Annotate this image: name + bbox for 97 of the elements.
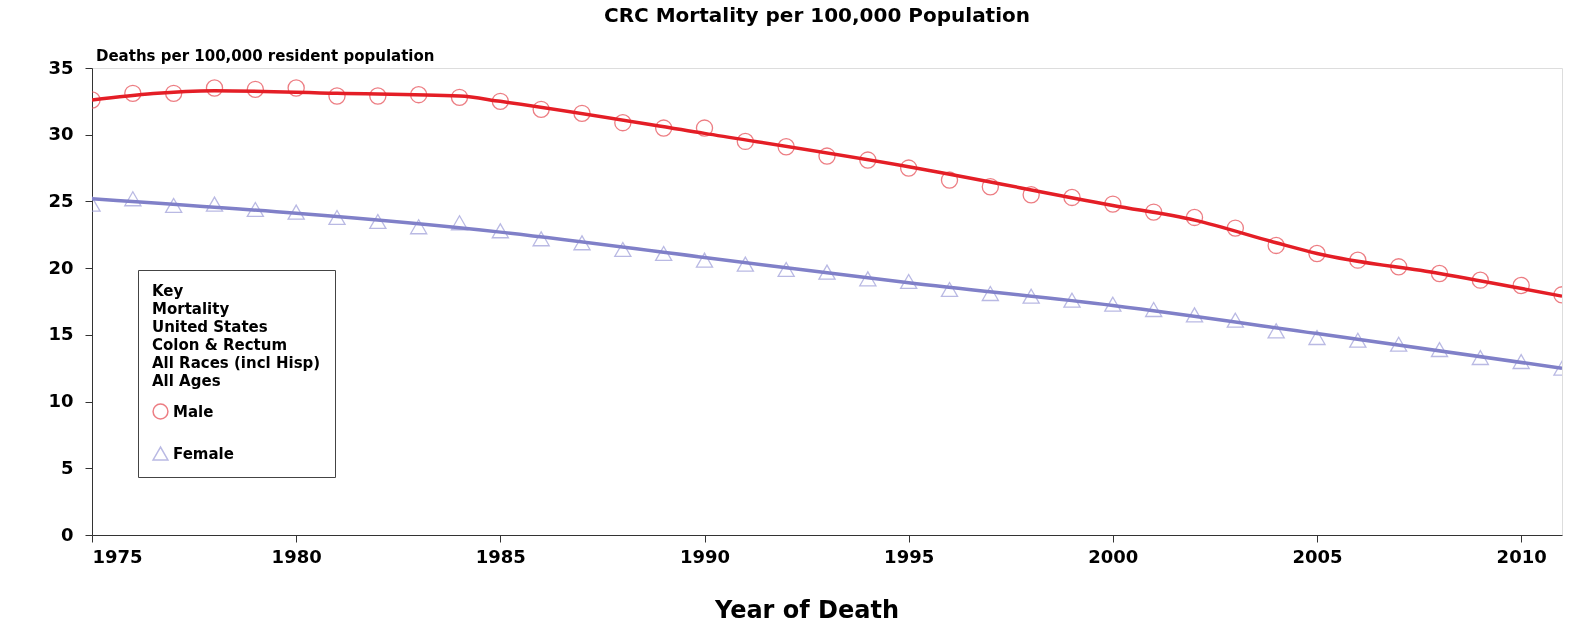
point: [491, 92, 510, 111]
x-tick-label: 1985: [475, 545, 526, 567]
point: [573, 104, 591, 123]
point: [287, 79, 305, 97]
point: [450, 88, 469, 107]
y-tick-label: 30: [48, 123, 74, 145]
point: [1185, 208, 1204, 227]
point: [124, 191, 142, 207]
x-tick-label: 2010: [1496, 545, 1547, 567]
point: [1430, 341, 1449, 358]
point: [573, 235, 591, 251]
point: [1471, 271, 1490, 289]
point: [1022, 186, 1040, 204]
y-tick-label: 0: [60, 523, 74, 545]
point: [532, 231, 550, 247]
legend-label: Female: [173, 444, 234, 463]
point: [1349, 251, 1367, 269]
y-tick-label: 25: [48, 189, 74, 211]
point: [205, 79, 224, 97]
point: [1267, 323, 1285, 339]
point: [777, 261, 795, 278]
x-tick-label: 1980: [271, 545, 322, 567]
point: [164, 84, 183, 103]
y-axis-title: Deaths per 100,000 resident population: [96, 47, 435, 65]
point: [328, 209, 346, 226]
point: [695, 119, 714, 137]
annotation: United States: [152, 318, 268, 336]
point: [614, 114, 632, 132]
point: [859, 151, 877, 169]
point: [654, 119, 673, 137]
annotation: All Ages: [152, 372, 221, 390]
point: [369, 87, 387, 105]
point: [1104, 195, 1122, 213]
point: [899, 273, 918, 290]
point: [287, 204, 305, 220]
point: [124, 84, 142, 103]
point: [246, 80, 265, 99]
point: [1063, 188, 1081, 207]
legend-title: Key: [152, 282, 184, 300]
point: [369, 213, 387, 230]
point: [1185, 307, 1204, 323]
point: [1308, 244, 1326, 263]
annotation: Mortality: [152, 300, 230, 318]
annotation: Colon & Rectum: [152, 336, 288, 354]
point: [940, 171, 959, 189]
point: [1144, 203, 1163, 221]
y-tick-label: 35: [48, 56, 74, 78]
y-tick-label: 5: [60, 456, 74, 478]
point: [246, 201, 265, 218]
point: [777, 138, 795, 156]
point: [695, 252, 714, 268]
point: [1471, 349, 1490, 366]
point: [205, 196, 224, 212]
point: [491, 223, 510, 239]
x-tick-label: 2005: [1292, 545, 1343, 567]
x-tick-label: 1975: [92, 545, 143, 567]
point: [1022, 288, 1040, 304]
point: [1389, 258, 1408, 276]
point: [1430, 264, 1449, 283]
point: [1226, 219, 1245, 237]
x-tick-label: 1990: [679, 545, 731, 567]
point: [1226, 312, 1245, 328]
point: [532, 100, 550, 119]
point: [818, 147, 836, 165]
point: [1308, 329, 1326, 346]
point: [736, 256, 755, 272]
point: [981, 178, 1000, 196]
x-tick-label: 1995: [884, 545, 935, 567]
point: [1389, 336, 1408, 352]
point: [736, 132, 755, 151]
y-tick-label: 15: [48, 323, 74, 345]
point: [940, 281, 959, 298]
y-tick-label: 10: [48, 390, 74, 412]
point: [1267, 236, 1285, 255]
y-tick-label: 20: [48, 256, 74, 278]
point: [164, 197, 183, 214]
point: [409, 219, 428, 235]
point: [1144, 301, 1163, 318]
point: [899, 159, 918, 177]
x-axis-title: Year of Death: [713, 596, 900, 624]
point: [1349, 332, 1367, 348]
point: [1512, 276, 1530, 295]
x-tick-label: 2000: [1088, 545, 1139, 567]
point: [654, 245, 673, 262]
point: [981, 285, 1000, 302]
line-series: [92, 88, 1562, 298]
point: [409, 85, 428, 104]
point: [859, 271, 877, 287]
point: [328, 87, 346, 105]
point: [1512, 353, 1530, 370]
point: [1104, 296, 1122, 312]
point: [1063, 292, 1081, 308]
annotation: All Races (incl Hisp): [152, 354, 321, 372]
legend-label: Male: [173, 402, 214, 421]
chart-title: CRC Mortality per 100,000 Population: [603, 3, 1031, 27]
point: [818, 264, 836, 280]
point: [614, 241, 632, 258]
